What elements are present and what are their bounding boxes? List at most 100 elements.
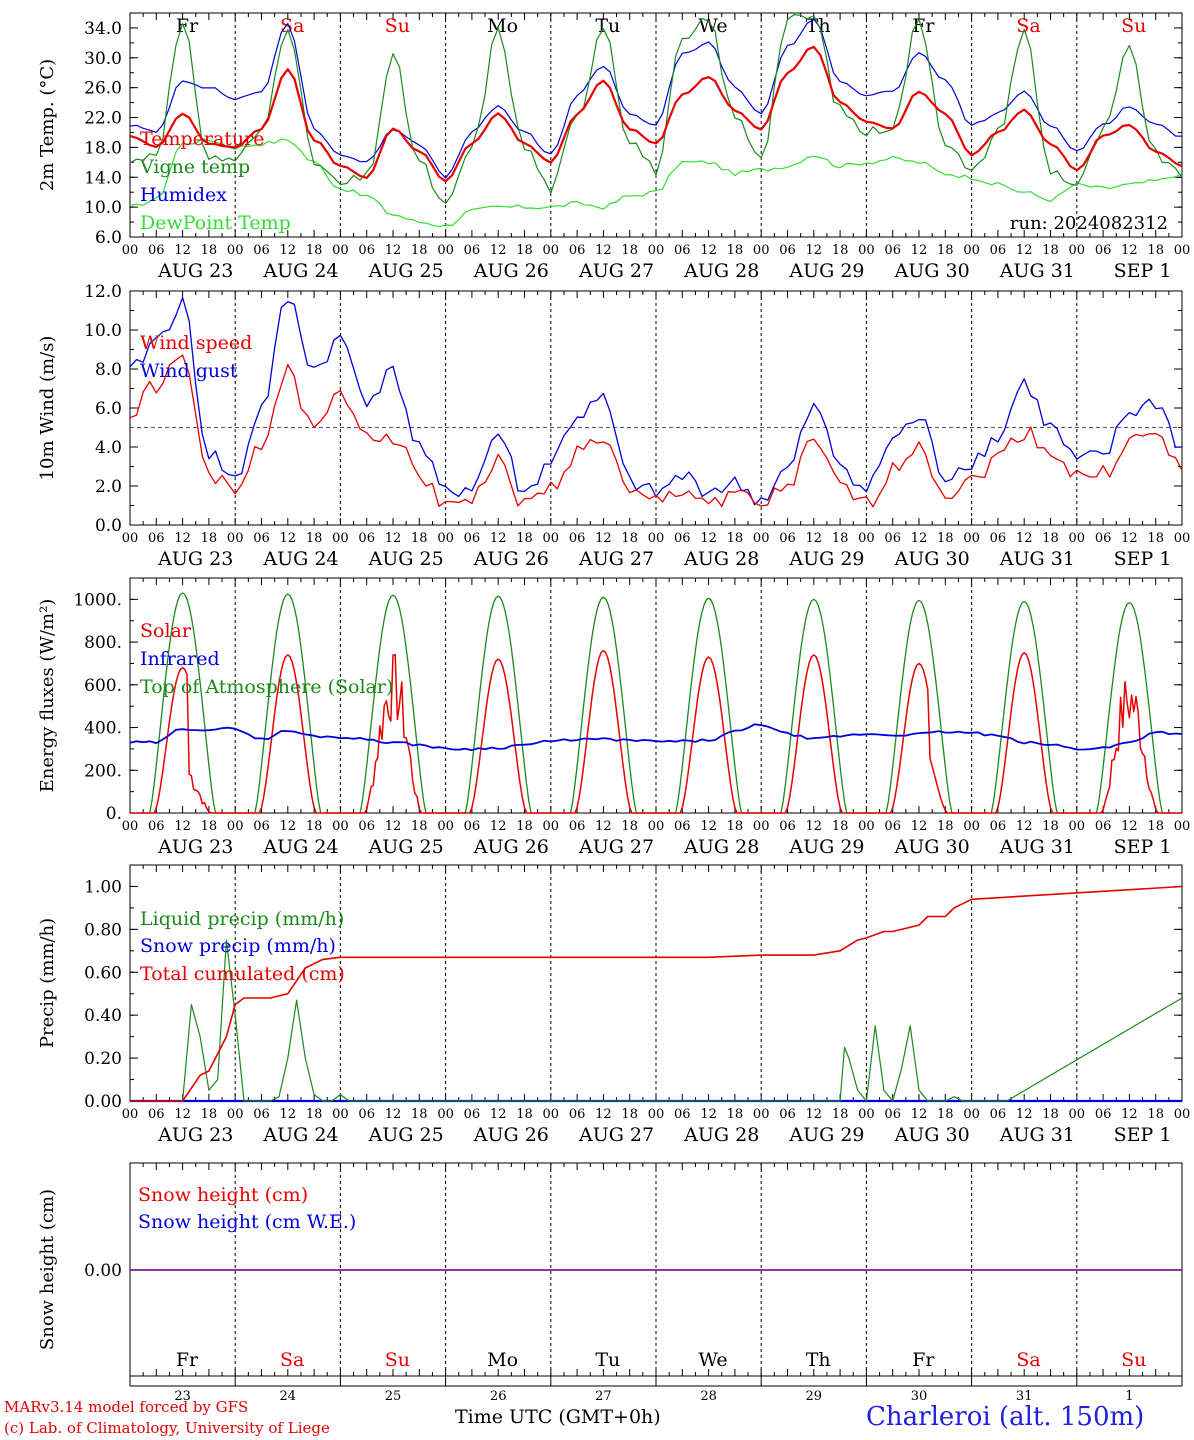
ytick-label: 30.0 bbox=[84, 49, 122, 69]
ytick-label: 12.0 bbox=[84, 282, 122, 302]
ytick-label: 22.0 bbox=[84, 109, 122, 129]
hour-tick-label: 00 bbox=[543, 1107, 560, 1122]
hour-tick-label: 00 bbox=[1174, 1107, 1191, 1122]
series-solar-day bbox=[761, 654, 867, 814]
series-infrared bbox=[129, 723, 1183, 752]
hour-tick-label: 18 bbox=[306, 243, 323, 258]
date-label: AUG 26 bbox=[473, 548, 549, 570]
hour-tick-label: 18 bbox=[621, 1107, 638, 1122]
day-number-label: 31 bbox=[1016, 1389, 1033, 1404]
day-number-label: 30 bbox=[911, 1389, 928, 1404]
hour-tick-label: 00 bbox=[437, 1107, 454, 1122]
hour-tick-label: 12 bbox=[385, 531, 402, 546]
date-label: AUG 26 bbox=[473, 1124, 549, 1146]
hour-tick-label: 12 bbox=[385, 819, 402, 834]
legend-solar: Solar bbox=[140, 620, 192, 642]
legend-dewpoint-temp: DewPoint Temp bbox=[140, 212, 291, 234]
hour-tick-label: 18 bbox=[1042, 1107, 1059, 1122]
hour-tick-label: 06 bbox=[253, 243, 270, 258]
day-number-label: 24 bbox=[280, 1389, 297, 1404]
hour-tick-label: 12 bbox=[595, 1107, 612, 1122]
hour-tick-label: 12 bbox=[385, 243, 402, 258]
hour-tick-label: 00 bbox=[227, 819, 244, 834]
hour-tick-label: 06 bbox=[990, 243, 1007, 258]
hour-tick-label: 12 bbox=[806, 1107, 823, 1122]
ytick-label: 400. bbox=[84, 719, 122, 739]
hour-tick-label: 00 bbox=[543, 531, 560, 546]
ytick-label: 10.0 bbox=[84, 321, 122, 341]
run-annotation: run: 2024082312 bbox=[1010, 213, 1168, 234]
hour-tick-label: 00 bbox=[648, 819, 665, 834]
hour-tick-label: 06 bbox=[464, 531, 481, 546]
date-label: AUG 25 bbox=[368, 1124, 444, 1146]
hour-tick-label: 12 bbox=[1016, 243, 1033, 258]
ytick-label: 6.0 bbox=[95, 228, 122, 248]
hour-tick-label: 12 bbox=[700, 1107, 717, 1122]
ytick-label: 200. bbox=[84, 761, 122, 781]
series-solar-day bbox=[656, 656, 762, 814]
location-label: Charleroi (alt. 150m) bbox=[866, 1402, 1145, 1432]
series-toa-day bbox=[971, 600, 1077, 814]
date-label: AUG 29 bbox=[788, 260, 864, 282]
hour-tick-label: 00 bbox=[1069, 1107, 1086, 1122]
date-label: AUG 25 bbox=[368, 548, 444, 570]
hour-tick-label: 06 bbox=[358, 243, 375, 258]
hour-tick-label: 00 bbox=[753, 531, 770, 546]
weekday-label: Mo bbox=[487, 15, 518, 37]
series-solar-day bbox=[445, 658, 551, 814]
hour-tick-label: 06 bbox=[253, 531, 270, 546]
date-label: AUG 30 bbox=[894, 1124, 970, 1146]
hour-tick-label: 12 bbox=[280, 1107, 297, 1122]
hour-tick-label: 18 bbox=[1147, 531, 1164, 546]
date-label: AUG 27 bbox=[578, 260, 654, 282]
weekday-label-bottom: Su bbox=[385, 1349, 410, 1371]
series-toa-day bbox=[235, 593, 341, 814]
hour-tick-label: 06 bbox=[253, 819, 270, 834]
date-label: AUG 30 bbox=[894, 836, 970, 858]
hour-tick-label: 12 bbox=[1121, 819, 1138, 834]
ytick-label: 0.00 bbox=[84, 1261, 122, 1281]
hour-tick-label: 00 bbox=[963, 243, 980, 258]
series-toa-day bbox=[761, 598, 867, 814]
hour-tick-label: 18 bbox=[621, 531, 638, 546]
hour-tick-label: 12 bbox=[490, 243, 507, 258]
hour-tick-label: 18 bbox=[516, 819, 533, 834]
hour-tick-label: 06 bbox=[884, 243, 901, 258]
hour-tick-label: 06 bbox=[148, 1107, 165, 1122]
hour-tick-label: 18 bbox=[727, 243, 744, 258]
legend-total-cumulated: Total cumulated (cm) bbox=[140, 963, 345, 985]
series-solar-day bbox=[1076, 680, 1182, 814]
hour-tick-label: 06 bbox=[674, 1107, 691, 1122]
hour-tick-label: 06 bbox=[674, 243, 691, 258]
date-label: AUG 23 bbox=[157, 548, 233, 570]
day-number-label: 23 bbox=[174, 1389, 191, 1404]
ytick-label: 1.00 bbox=[84, 877, 122, 897]
hour-tick-label: 18 bbox=[411, 531, 428, 546]
hour-tick-label: 00 bbox=[1174, 819, 1191, 834]
ytick-label: 0.60 bbox=[84, 963, 122, 983]
weekday-label: Tu bbox=[595, 15, 620, 37]
date-label: AUG 26 bbox=[473, 260, 549, 282]
hour-tick-label: 06 bbox=[148, 531, 165, 546]
hour-tick-label: 00 bbox=[963, 1107, 980, 1122]
hour-tick-label: 12 bbox=[1121, 243, 1138, 258]
series-toa-day bbox=[1076, 601, 1182, 814]
hour-tick-label: 12 bbox=[806, 819, 823, 834]
hour-tick-label: 00 bbox=[227, 531, 244, 546]
date-label: AUG 29 bbox=[788, 548, 864, 570]
hour-tick-label: 18 bbox=[516, 1107, 533, 1122]
hour-tick-label: 18 bbox=[516, 531, 533, 546]
hour-tick-label: 18 bbox=[621, 243, 638, 258]
hour-tick-label: 18 bbox=[1042, 531, 1059, 546]
hour-tick-label: 06 bbox=[779, 1107, 796, 1122]
day-number-label: 29 bbox=[806, 1389, 823, 1404]
date-label: AUG 28 bbox=[683, 260, 759, 282]
date-label: AUG 24 bbox=[262, 1124, 338, 1146]
time-axis-label: Time UTC (GMT+0h) bbox=[455, 1406, 661, 1428]
hour-tick-label: 12 bbox=[1016, 1107, 1033, 1122]
hour-tick-label: 12 bbox=[911, 819, 928, 834]
day-number-label: 27 bbox=[595, 1389, 612, 1404]
ytick-label: 34.0 bbox=[84, 19, 122, 39]
hour-tick-label: 06 bbox=[148, 819, 165, 834]
hour-tick-label: 00 bbox=[122, 819, 139, 834]
